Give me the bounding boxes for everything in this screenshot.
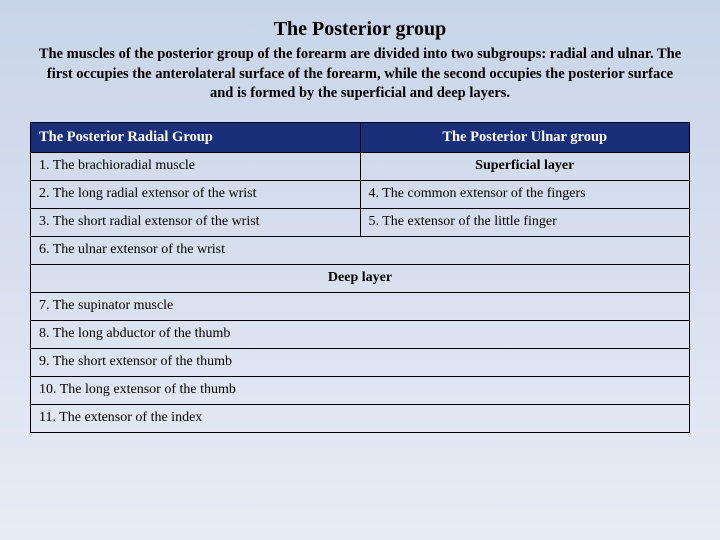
cell-row4: 6. The ulnar extensor of the wrist (31, 236, 690, 264)
cell-row10: 11. The extensor of the index (31, 404, 690, 432)
cell-row7: 8. The long abductor of the thumb (31, 320, 690, 348)
table-row: 7. The supinator muscle (31, 292, 690, 320)
table-row: 11. The extensor of the index (31, 404, 690, 432)
cell-2-right: 4. The common extensor of the fingers (360, 180, 690, 208)
table-row: 9. The short extensor of the thumb (31, 348, 690, 376)
table-row: 1. The brachioradial muscle Superficial … (31, 152, 690, 180)
cell-2-left: 2. The long radial extensor of the wrist (31, 180, 361, 208)
cell-row5: Deep layer (31, 264, 690, 292)
cell-1-left: 1. The brachioradial muscle (31, 152, 361, 180)
table-row: Deep layer (31, 264, 690, 292)
table-row: 2. The long radial extensor of the wrist… (31, 180, 690, 208)
cell-3-right: 5. The extensor of the little finger (360, 208, 690, 236)
cell-3-left: 3. The short radial extensor of the wris… (31, 208, 361, 236)
intro-paragraph: The muscles of the posterior group of th… (30, 45, 690, 104)
header-left: The Posterior Radial Group (31, 122, 361, 152)
table-row: 6. The ulnar extensor of the wrist (31, 236, 690, 264)
page-title: The Posterior group (30, 18, 690, 41)
muscles-table: The Posterior Radial Group The Posterior… (30, 122, 690, 433)
cell-1-right: Superficial layer (360, 152, 690, 180)
table-header-row: The Posterior Radial Group The Posterior… (31, 122, 690, 152)
table-row: 3. The short radial extensor of the wris… (31, 208, 690, 236)
cell-row8: 9. The short extensor of the thumb (31, 348, 690, 376)
cell-row6: 7. The supinator muscle (31, 292, 690, 320)
cell-row9: 10. The long extensor of the thumb (31, 376, 690, 404)
header-right: The Posterior Ulnar group (360, 122, 690, 152)
table-row: 10. The long extensor of the thumb (31, 376, 690, 404)
table-row: 8. The long abductor of the thumb (31, 320, 690, 348)
